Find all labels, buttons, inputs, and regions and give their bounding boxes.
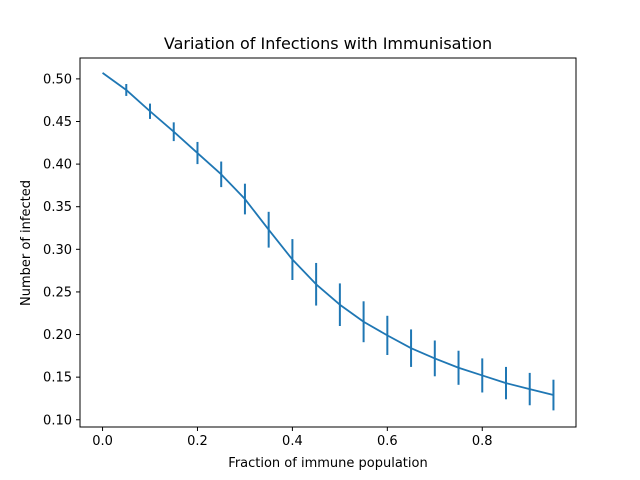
y-tick-label: 0.30 [43,243,72,258]
y-tick-label: 0.10 [43,413,72,428]
y-tick-label: 0.50 [43,72,72,87]
y-tick-label: 0.35 [43,200,72,215]
x-tick-label: 0.8 [472,434,493,449]
y-tick-label: 0.15 [43,371,72,386]
plot-layer: 0.0 0.2 0.4 0.6 0.8 0.10 0.15 0.20 0.25 0.30 0.35 0… [43,57,577,449]
y-tick-label: 0.40 [43,158,72,173]
y-tick-label: 0.45 [43,115,72,130]
plot-frame [79,57,577,428]
x-tick-label: 0.0 [92,434,113,449]
x-axis-label: Fraction of immune population [228,456,427,471]
y-axis-label: Number of infected [19,180,34,306]
y-tick-label: 0.25 [43,285,72,300]
x-tick-label: 0.2 [187,434,208,449]
series-line [102,72,554,396]
y-tick-label: 0.20 [43,328,72,343]
x-tick-label: 0.4 [282,434,303,449]
x-tick-label: 0.6 [377,434,398,449]
chart-title: Variation of Infections with Immunisatio… [164,34,492,53]
